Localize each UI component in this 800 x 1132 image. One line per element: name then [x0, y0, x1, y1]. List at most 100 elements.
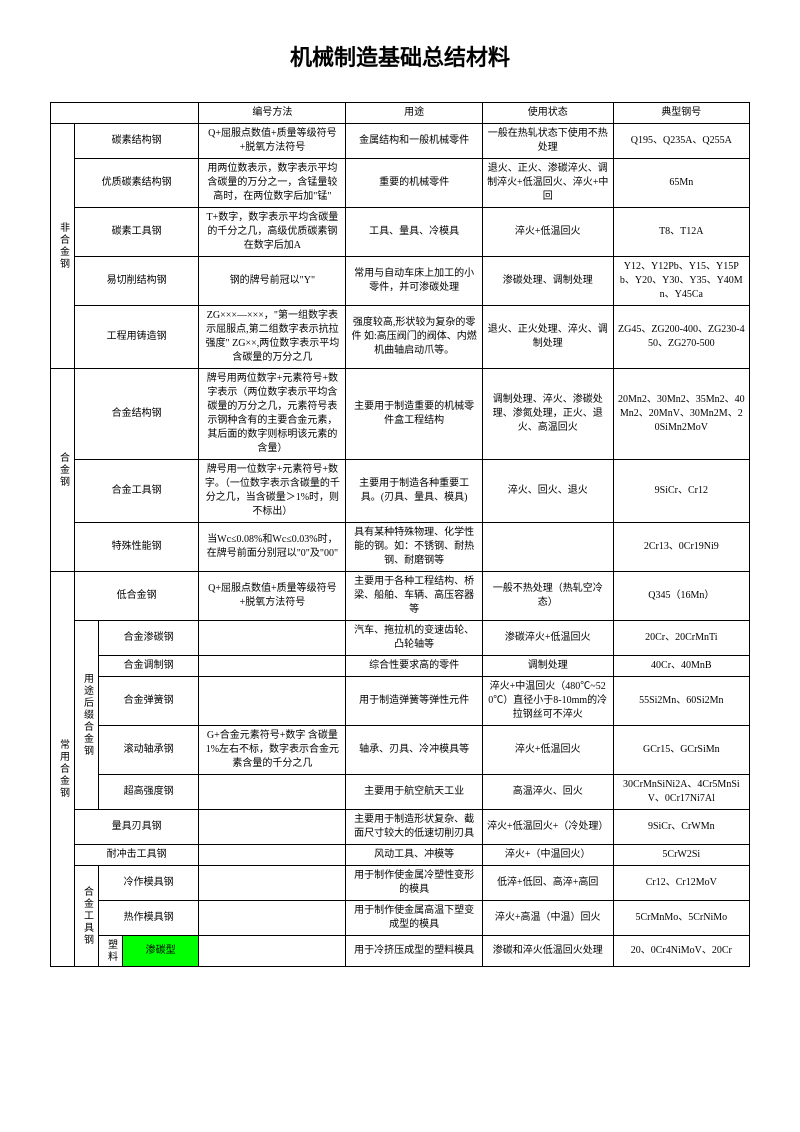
cell-state: 高温淬火、回火	[482, 775, 613, 810]
cell-model: 40Cr、40MnB	[613, 656, 749, 677]
cell-method: Q+屈服点数值+质量等级符号+脱氧方法符号	[199, 124, 346, 159]
cell-state: 淬火+（中温回火）	[482, 845, 613, 866]
cell-model: ZG45、ZG200-400、ZG230-450、ZG270-500	[613, 306, 749, 369]
cell-model: 2Cr13、0Cr19Ni9	[613, 523, 749, 572]
cell-use: 轴承、刃具、冷冲模具等	[346, 726, 482, 775]
col-model: 典型钢号	[613, 103, 749, 124]
table-row: 量具刃具钢 主要用于制造形状复杂、截面尺寸较大的低速切削刃具 淬火+低温回火+（…	[51, 810, 750, 845]
cell-method: 钢的牌号前冠以"Y"	[199, 257, 346, 306]
cell-use: 主要用于制造各种重要工具。(刃具、量具、模具)	[346, 460, 482, 523]
steel-name: 合金工具钢	[74, 460, 198, 523]
cell-use: 用于制造弹簧等弹性元件	[346, 677, 482, 726]
cell-model: T8、T12A	[613, 208, 749, 257]
cell-model: 20、0Cr4NiMoV、20Cr	[613, 936, 749, 967]
cell-method: Q+屈服点数值+质量等级符号+脱氧方法符号	[199, 572, 346, 621]
cell-method: 用两位数表示，数字表示平均含碳量的万分之一，含锰量较高时，在两位数字后加"锰"	[199, 159, 346, 208]
page-title: 机械制造基础总结材料	[50, 40, 750, 72]
cell-state: 一般在热轧状态下使用不热处理	[482, 124, 613, 159]
cell-method	[199, 775, 346, 810]
table-row: 非合金钢 碳素结构钢 Q+屈服点数值+质量等级符号+脱氧方法符号 金属结构和一般…	[51, 124, 750, 159]
cell-method	[199, 621, 346, 656]
cell-method: 牌号用一位数字+元素符号+数字。（一位数字表示含碳量的千分之几，当含碳量＞1%时…	[199, 460, 346, 523]
cell-state: 一般不热处理（热轧空冷态）	[482, 572, 613, 621]
steel-name: 量具刃具钢	[74, 810, 198, 845]
col-state: 使用状态	[482, 103, 613, 124]
steel-name: 超高强度钢	[98, 775, 198, 810]
steel-name-highlight: 渗碳型	[122, 936, 198, 967]
cell-use: 常用与自动车床上加工的小零件，并可渗碳处理	[346, 257, 482, 306]
group-plastic: 塑料	[98, 936, 122, 967]
cell-method	[199, 677, 346, 726]
cell-use: 主要用于制造形状复杂、截面尺寸较大的低速切削刃具	[346, 810, 482, 845]
steel-name: 合金渗碳钢	[98, 621, 198, 656]
cell-state: 调制处理	[482, 656, 613, 677]
cell-method: ZG×××—×××，"第一组数字表示屈服点,第二组数字表示抗拉强度" ZG××,…	[199, 306, 346, 369]
steel-name: 低合金钢	[74, 572, 198, 621]
steel-name: 滚动轴承钢	[98, 726, 198, 775]
table-row: 滚动轴承钢 G+合金元素符号+数字 含碳量1%左右不标，数字表示合金元素含量的千…	[51, 726, 750, 775]
cell-state: 渗碳淬火+低温回火	[482, 621, 613, 656]
table-row: 耐冲击工具钢 风动工具、冲模等 淬火+（中温回火） 5CrW2Si	[51, 845, 750, 866]
cell-method	[199, 810, 346, 845]
cell-model: Y12、Y12Pb、Y15、Y15Pb、Y20、Y30、Y35、Y40Mn、Y4…	[613, 257, 749, 306]
blank-header	[51, 103, 199, 124]
cell-use: 风动工具、冲模等	[346, 845, 482, 866]
table-row: 塑料 渗碳型 用于冷挤压成型的塑料模具 渗碳和淬火低温回火处理 20、0Cr4N…	[51, 936, 750, 967]
table-row: 常用合金钢 低合金钢 Q+屈服点数值+质量等级符号+脱氧方法符号 主要用于各种工…	[51, 572, 750, 621]
cell-use: 主要用于各种工程结构、桥梁、船舶、车辆、高压容器等	[346, 572, 482, 621]
cell-state	[482, 523, 613, 572]
header-row: 编号方法 用途 使用状态 典型钢号	[51, 103, 750, 124]
steel-name: 合金调制钢	[98, 656, 198, 677]
cell-method	[199, 936, 346, 967]
cell-model: Cr12、Cr12MoV	[613, 866, 749, 901]
table-row: 合金工具钢 冷作模具钢 用于制作使金属冷塑性变形的模具 低淬+低回、高淬+高回 …	[51, 866, 750, 901]
cell-use: 主要用于制造重要的机械零件盒工程结构	[346, 369, 482, 460]
steel-name: 合金弹簧钢	[98, 677, 198, 726]
cell-method: G+合金元素符号+数字 含碳量1%左右不标，数字表示合金元素含量的千分之几	[199, 726, 346, 775]
cell-method	[199, 866, 346, 901]
table-row: 用途后缀合金钢 合金渗碳钢 汽车、拖拉机的变速齿轮、凸轮轴等 渗碳淬火+低温回火…	[51, 621, 750, 656]
cell-use: 重要的机械零件	[346, 159, 482, 208]
cell-model: 20Mn2、30Mn2、35Mn2、40Mn2、20MnV、30Mn2M、20S…	[613, 369, 749, 460]
steel-name: 碳素结构钢	[74, 124, 198, 159]
cell-model: 65Mn	[613, 159, 749, 208]
cell-use: 金属结构和一般机械零件	[346, 124, 482, 159]
steel-name: 碳素工具钢	[74, 208, 198, 257]
cell-use: 综合性要求高的零件	[346, 656, 482, 677]
cell-use: 用于制作使金属高温下塑变成型的模具	[346, 901, 482, 936]
group-nonalloy: 非合金钢	[51, 124, 75, 369]
cell-state: 退火、正火处理、淬火、调制处理	[482, 306, 613, 369]
cell-state: 渗碳处理、调制处理	[482, 257, 613, 306]
cell-method: 牌号用两位数字+元素符号+数字表示（两位数字表示平均含碳量的万分之几，元素符号表…	[199, 369, 346, 460]
table-row: 碳素工具钢 T+数字，数字表示平均含碳量的千分之几，高级优质碳素钢在数字后加A …	[51, 208, 750, 257]
steel-name: 耐冲击工具钢	[74, 845, 198, 866]
table-row: 易切削结构钢 钢的牌号前冠以"Y" 常用与自动车床上加工的小零件，并可渗碳处理 …	[51, 257, 750, 306]
table-row: 合金弹簧钢 用于制造弹簧等弹性元件 淬火+中温回火（480℃~520℃）直径小于…	[51, 677, 750, 726]
group-alloy: 合金钢	[51, 369, 75, 572]
cell-state: 淬火+低温回火+（冷处理）	[482, 810, 613, 845]
cell-model: 5CrMnMo、5CrNiMo	[613, 901, 749, 936]
cell-model: GCr15、GCrSiMn	[613, 726, 749, 775]
steel-name: 易切削结构钢	[74, 257, 198, 306]
cell-model: Q345（16Mn）	[613, 572, 749, 621]
cell-state: 淬火+中温回火（480℃~520℃）直径小于8-10mm的冷拉钢丝可不淬火	[482, 677, 613, 726]
steel-name: 冷作模具钢	[98, 866, 198, 901]
table-row: 合金调制钢 综合性要求高的零件 调制处理 40Cr、40MnB	[51, 656, 750, 677]
col-method: 编号方法	[199, 103, 346, 124]
cell-method	[199, 901, 346, 936]
cell-use: 强度较高,形状较为复杂的零件 如:高压阀门的阀体、内燃机曲轴启动爪等。	[346, 306, 482, 369]
table-row: 热作模具钢 用于制作使金属高温下塑变成型的模具 淬火+高温（中温）回火 5CrM…	[51, 901, 750, 936]
cell-use: 用于制作使金属冷塑性变形的模具	[346, 866, 482, 901]
materials-table: 编号方法 用途 使用状态 典型钢号 非合金钢 碳素结构钢 Q+屈服点数值+质量等…	[50, 102, 750, 967]
cell-method: T+数字，数字表示平均含碳量的千分之几，高级优质碳素钢在数字后加A	[199, 208, 346, 257]
cell-state: 淬火、回火、退火	[482, 460, 613, 523]
cell-state: 渗碳和淬火低温回火处理	[482, 936, 613, 967]
cell-model: Q195、Q235A、Q255A	[613, 124, 749, 159]
cell-model: 30CrMnSiNi2A、4Cr5MnSiV、0Cr17Ni7Al	[613, 775, 749, 810]
cell-model: 20Cr、20CrMnTi	[613, 621, 749, 656]
cell-use: 汽车、拖拉机的变速齿轮、凸轮轴等	[346, 621, 482, 656]
cell-model: 9SiCr、CrWMn	[613, 810, 749, 845]
table-row: 超高强度钢 主要用于航空航天工业 高温淬火、回火 30CrMnSiNi2A、4C…	[51, 775, 750, 810]
cell-state: 低淬+低回、高淬+高回	[482, 866, 613, 901]
cell-state: 淬火+低温回火	[482, 726, 613, 775]
